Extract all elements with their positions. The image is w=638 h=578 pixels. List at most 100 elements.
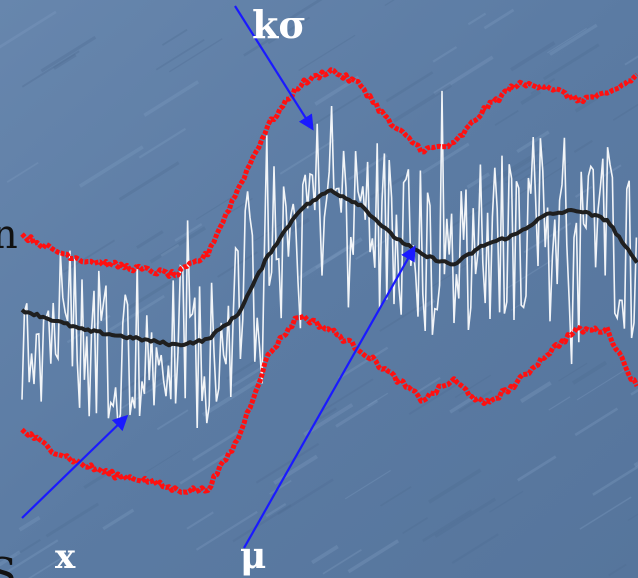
texture-stroke — [267, 16, 311, 45]
texture-stroke — [520, 381, 552, 404]
texture-stroke — [417, 376, 441, 393]
x-label: x — [55, 537, 76, 577]
sigma-arrow — [234, 5, 314, 131]
signal-trace — [21, 90, 638, 429]
annotation-arrows — [21, 5, 416, 549]
texture-stroke — [347, 539, 400, 574]
texture-stroke — [489, 490, 524, 513]
texture-stroke — [168, 38, 223, 73]
upper-band-line — [20, 67, 638, 279]
texture-stroke — [454, 374, 492, 399]
texture-stroke — [53, 53, 77, 70]
texture-stroke — [421, 142, 470, 175]
texture-stroke — [6, 162, 39, 183]
texture-stroke — [0, 10, 57, 49]
texture-stroke — [344, 469, 391, 500]
texture-stroke — [277, 478, 334, 516]
texture-stroke — [573, 139, 593, 153]
mu-label: μ — [240, 535, 266, 577]
edge-glyph-top: n — [0, 212, 18, 258]
texture-stroke — [422, 509, 473, 543]
texture-stroke — [102, 508, 135, 531]
texture-stroke — [432, 46, 458, 63]
mean-line — [20, 188, 638, 348]
texture-stroke — [574, 407, 619, 437]
texture-stroke — [547, 27, 587, 54]
texture-stroke — [78, 145, 144, 188]
texture-stroke — [558, 362, 588, 382]
texture-stroke — [592, 465, 638, 496]
texture-stroke — [520, 89, 542, 106]
texture-stroke — [379, 300, 428, 332]
texture-stroke — [186, 511, 214, 530]
texture-stroke — [548, 396, 571, 411]
texture-stroke — [434, 497, 497, 538]
texture-stroke — [232, 504, 292, 543]
texture-stroke — [269, 479, 292, 495]
texture-stroke — [335, 399, 379, 428]
texture-stroke — [156, 409, 189, 431]
texture-stroke — [451, 533, 499, 564]
texture-stroke — [161, 28, 188, 46]
texture-stroke — [624, 55, 638, 66]
texture-stroke — [571, 360, 608, 385]
texture-stroke — [28, 550, 74, 578]
texture-stroke — [231, 366, 263, 388]
texture-stroke — [576, 366, 630, 401]
texture-stroke — [311, 544, 339, 565]
texture-stroke — [466, 172, 491, 189]
texture-stroke — [574, 185, 593, 198]
texture-stroke — [21, 50, 80, 88]
texture-stroke — [265, 502, 287, 518]
texture-stroke — [517, 455, 557, 482]
texture-stroke — [543, 43, 600, 81]
texture-stroke — [574, 95, 599, 113]
texture-stroke — [6, 539, 59, 573]
texture-stroke — [379, 485, 412, 507]
texture-stroke — [278, 217, 311, 240]
texture-stroke — [319, 407, 337, 420]
sigma-band — [20, 67, 638, 495]
texture-stroke — [477, 157, 533, 194]
mean-line-path — [20, 188, 638, 348]
texture-stroke — [144, 450, 181, 474]
texture-stroke — [273, 454, 318, 485]
texture-stroke — [322, 549, 362, 575]
texture-stroke — [445, 197, 497, 231]
texture-stroke — [338, 346, 389, 380]
texture-stroke — [427, 468, 482, 504]
texture-stroke — [483, 8, 515, 30]
texture-stroke — [298, 34, 356, 71]
texture-stroke — [118, 161, 180, 201]
texture-stroke — [608, 563, 627, 577]
texture-stroke — [314, 75, 360, 106]
texture-stroke — [627, 513, 638, 522]
texture-stroke — [18, 515, 41, 532]
texture-stroke — [16, 538, 41, 556]
texture-stroke — [549, 23, 598, 56]
texture-stroke — [255, 442, 320, 484]
edge-glyph-bottom: S — [0, 549, 17, 578]
texture-stroke — [402, 517, 429, 535]
noisy-signal — [21, 90, 638, 429]
texture-stroke — [155, 38, 205, 71]
texture-stroke — [384, 0, 395, 6]
x-arrow — [21, 414, 129, 519]
texture-stroke — [179, 450, 232, 485]
texture-stroke — [322, 378, 374, 412]
texture-stroke — [385, 71, 434, 103]
sigma-label: kσ — [252, 2, 306, 47]
texture-stroke — [467, 12, 487, 26]
texture-stroke — [40, 35, 97, 73]
texture-stroke — [433, 55, 494, 96]
lower-band-line — [20, 313, 638, 495]
texture-stroke — [579, 496, 632, 530]
texture-stroke — [517, 156, 558, 183]
texture-stroke — [0, 550, 21, 567]
texture-stroke — [138, 127, 187, 159]
texture-stroke — [506, 162, 570, 203]
texture-stroke — [83, 471, 110, 490]
texture-stroke — [217, 251, 258, 278]
texture-stroke — [408, 381, 461, 415]
texture-stroke — [143, 80, 200, 117]
